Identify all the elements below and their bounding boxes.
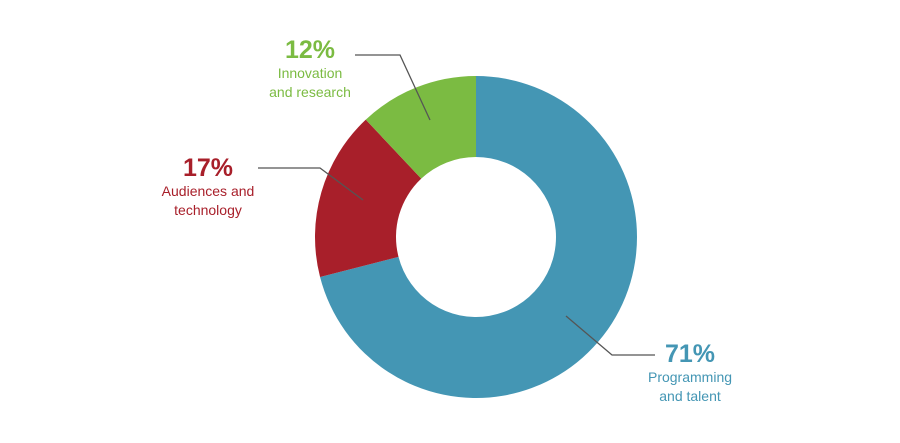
slices (315, 76, 638, 398)
leader-line (355, 54, 431, 121)
slice-label: 71% Programming and talent (590, 340, 790, 406)
slice-label: 17% Audiences and technology (108, 154, 308, 220)
slice-label: 12% Innovation and research (210, 36, 410, 102)
slice (315, 119, 422, 278)
slice (365, 76, 476, 179)
category-label: Audiences and technology (161, 183, 255, 218)
slice (320, 76, 638, 398)
value-label: 71% (664, 340, 716, 368)
leader-line (258, 167, 364, 201)
category-label: Programming and talent (647, 369, 733, 404)
value-label: 17% (182, 154, 234, 182)
leader-line (565, 315, 655, 356)
category-label: Innovation and research (269, 65, 351, 100)
value-label: 12% (284, 36, 336, 64)
